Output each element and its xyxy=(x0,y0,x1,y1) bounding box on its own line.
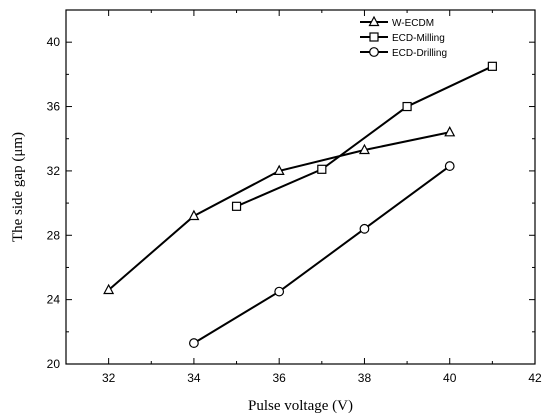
x-tick-label: 32 xyxy=(102,371,116,385)
y-axis-title: The side gap (μm) xyxy=(10,132,26,242)
data-point-ecd-milling xyxy=(487,61,497,71)
data-point-ecd-milling xyxy=(231,201,242,211)
x-tick-label: 34 xyxy=(187,371,201,385)
legend-label-ecd-drilling: ECD-Drilling xyxy=(392,48,447,59)
data-point-ecd-milling xyxy=(317,164,327,174)
legend-marker-ecd-drilling xyxy=(369,47,379,57)
data-point-ecd-drilling xyxy=(274,286,285,297)
y-tick-label: 32 xyxy=(47,164,61,178)
series-line-w-ecdm xyxy=(107,131,450,291)
legend-label-w-ecdm: W-ECDM xyxy=(392,18,434,29)
series-group xyxy=(103,61,497,348)
series-ecd-milling xyxy=(231,61,497,211)
y-tick-label: 28 xyxy=(47,228,61,242)
legend-label-ecd-milling: ECD-Milling xyxy=(392,33,445,44)
series-line-ecd-milling xyxy=(236,65,493,208)
x-tick-label: 36 xyxy=(273,371,287,385)
y-tick-label: 40 xyxy=(47,35,61,49)
data-point-w-ecdm xyxy=(444,126,456,137)
data-point-w-ecdm xyxy=(188,209,200,221)
data-point-w-ecdm xyxy=(358,143,370,155)
data-point-ecd-drilling xyxy=(189,338,199,348)
data-point-w-ecdm xyxy=(273,164,285,176)
y-tick-label: 20 xyxy=(47,357,61,371)
x-tick-label: 40 xyxy=(443,371,457,385)
data-point-ecd-drilling xyxy=(444,161,455,171)
data-point-ecd-drilling xyxy=(359,223,370,234)
series-ecd-drilling xyxy=(189,161,455,348)
legend-marker-ecd-milling xyxy=(369,32,379,42)
axes: 32 34 36 38 40 42 20 24 28 32 36 40 xyxy=(47,9,542,385)
legend: W-ECDM ECD-Milling ECD-Drilling xyxy=(360,15,447,59)
series-w-ecdm xyxy=(103,126,456,295)
data-point-ecd-milling xyxy=(402,101,412,112)
x-tick-label: 38 xyxy=(358,371,372,385)
y-tick-label: 36 xyxy=(47,100,61,114)
x-tick-label: 42 xyxy=(528,371,542,385)
legend-marker-w-ecdm xyxy=(368,15,380,27)
series-line-ecd-drilling xyxy=(193,165,451,344)
y-tick-label: 24 xyxy=(47,293,61,307)
plot-frame xyxy=(65,9,536,365)
x-axis-title: Pulse voltage (V) xyxy=(248,398,353,414)
data-point-w-ecdm xyxy=(103,283,115,295)
